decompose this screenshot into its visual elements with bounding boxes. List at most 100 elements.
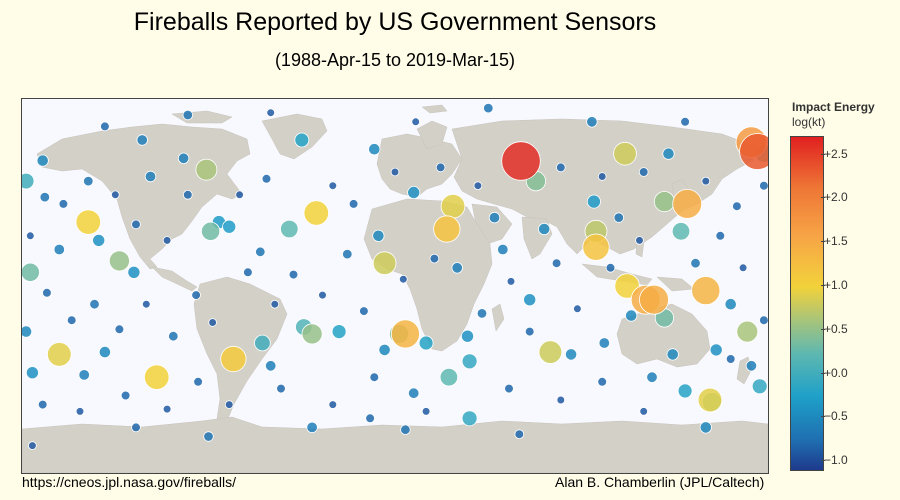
fireball-point[interactable] — [555, 162, 566, 173]
fireball-point[interactable] — [709, 343, 723, 357]
fireball-point[interactable] — [235, 190, 244, 200]
fireball-point[interactable] — [390, 319, 420, 349]
fireball-point[interactable] — [646, 371, 658, 383]
fireball-point[interactable] — [318, 290, 327, 300]
fireball-point[interactable] — [390, 167, 400, 177]
fireball-point[interactable] — [635, 236, 644, 245]
fireball-point[interactable] — [220, 345, 247, 373]
fireball-point[interactable] — [662, 147, 675, 160]
source-url[interactable]: https://cneos.jpl.nasa.gov/fireballs/ — [22, 474, 237, 490]
fireball-point[interactable] — [501, 141, 541, 181]
fireball-point[interactable] — [114, 324, 125, 335]
fireball-point[interactable] — [136, 134, 148, 146]
fireball-point[interactable] — [53, 243, 66, 256]
fireball-point[interactable] — [359, 306, 369, 316]
fireball-point[interactable] — [680, 116, 690, 127]
fireball-point[interactable] — [690, 257, 701, 269]
fireball-point[interactable] — [328, 181, 338, 190]
fireball-point[interactable] — [131, 422, 141, 433]
fireball-point[interactable] — [328, 400, 338, 409]
fireball-point[interactable] — [639, 284, 669, 315]
fireball-point[interactable] — [131, 219, 141, 230]
fireball-point[interactable] — [551, 258, 562, 269]
fireball-point[interactable] — [365, 413, 375, 424]
fireball-point[interactable] — [36, 154, 49, 167]
fireball-point[interactable] — [697, 387, 723, 413]
fireball-point[interactable] — [699, 421, 712, 434]
fireball-point[interactable] — [398, 274, 408, 284]
fireball-point[interactable] — [331, 324, 347, 340]
fireball-point[interactable] — [89, 298, 100, 310]
fireball-point[interactable] — [276, 383, 286, 394]
fireball-point[interactable] — [736, 320, 759, 343]
fireball-point[interactable] — [582, 233, 610, 261]
fireball-point[interactable] — [461, 353, 478, 370]
fireball-point[interactable] — [653, 191, 675, 213]
fireball-point[interactable] — [203, 431, 214, 442]
fireball-point[interactable] — [28, 441, 37, 450]
fireball-point[interactable] — [504, 383, 514, 394]
fireball-point[interactable] — [264, 360, 277, 372]
fireball-point[interactable] — [605, 263, 616, 273]
fireball-point[interactable] — [429, 253, 440, 264]
fireball-point[interactable] — [100, 121, 110, 132]
fireball-point[interactable] — [597, 172, 607, 181]
fireball-point[interactable] — [39, 191, 51, 203]
fireball-point[interactable] — [22, 262, 40, 282]
fireball-point[interactable] — [280, 219, 299, 239]
fireball-point[interactable] — [42, 288, 52, 298]
fireball-point[interactable] — [46, 342, 72, 367]
fireball-point[interactable] — [261, 174, 272, 184]
fireball-point[interactable] — [433, 215, 461, 243]
fireball-point[interactable] — [461, 410, 478, 427]
fireball-point[interactable] — [523, 293, 537, 307]
fireball-point[interactable] — [556, 395, 566, 405]
fireball-point[interactable] — [22, 172, 35, 190]
fireball-point[interactable] — [303, 200, 330, 226]
fireball-point[interactable] — [506, 277, 516, 286]
fireball-point[interactable] — [372, 229, 385, 242]
fireball-point[interactable] — [564, 348, 578, 361]
fireball-point[interactable] — [191, 290, 201, 300]
fireball-point[interactable] — [538, 222, 551, 236]
fireball-point[interactable] — [691, 276, 721, 306]
fireball-point[interactable] — [483, 102, 494, 114]
fireball-point[interactable] — [201, 221, 221, 241]
fireball-point[interactable] — [162, 404, 172, 414]
fireball-point[interactable] — [538, 340, 563, 364]
fireball-point[interactable] — [400, 424, 411, 435]
fireball-point[interactable] — [440, 193, 466, 219]
fireball-point[interactable] — [92, 233, 106, 247]
fireball-point[interactable] — [177, 152, 190, 165]
fireball-point[interactable] — [294, 132, 310, 148]
fireball-point[interactable] — [22, 325, 33, 338]
fireball-point[interactable] — [488, 211, 501, 224]
fireball-point[interactable] — [666, 348, 679, 361]
fireball-point[interactable] — [418, 335, 434, 351]
fireball-point[interactable] — [75, 209, 102, 235]
fireball-point[interactable] — [162, 236, 172, 245]
fireball-point[interactable] — [725, 354, 736, 364]
fireball-point[interactable] — [142, 299, 151, 309]
fireball-point[interactable] — [301, 323, 323, 345]
fireball-point[interactable] — [255, 246, 266, 258]
fireball-point[interactable] — [368, 143, 381, 156]
fireball-point[interactable] — [586, 116, 598, 128]
fireball-point[interactable] — [613, 141, 637, 166]
fireball-point[interactable] — [738, 263, 748, 273]
fireball-point[interactable] — [378, 343, 391, 356]
fireball-point[interactable] — [497, 243, 509, 256]
fireball-point[interactable] — [369, 372, 380, 383]
fireball-point[interactable] — [407, 186, 421, 200]
fireball-point[interactable] — [524, 326, 535, 337]
fireball-point[interactable] — [701, 176, 711, 186]
fireball-point[interactable] — [108, 250, 130, 272]
fireball-point[interactable] — [66, 315, 77, 326]
fireball-point[interactable] — [451, 262, 463, 274]
fireball-point[interactable] — [421, 407, 431, 416]
fireball-point[interactable] — [195, 158, 218, 181]
fireball-point[interactable] — [715, 231, 726, 241]
fireball-point[interactable] — [460, 329, 474, 343]
fireball-point[interactable] — [439, 368, 459, 387]
fireball-point[interactable] — [26, 231, 35, 241]
